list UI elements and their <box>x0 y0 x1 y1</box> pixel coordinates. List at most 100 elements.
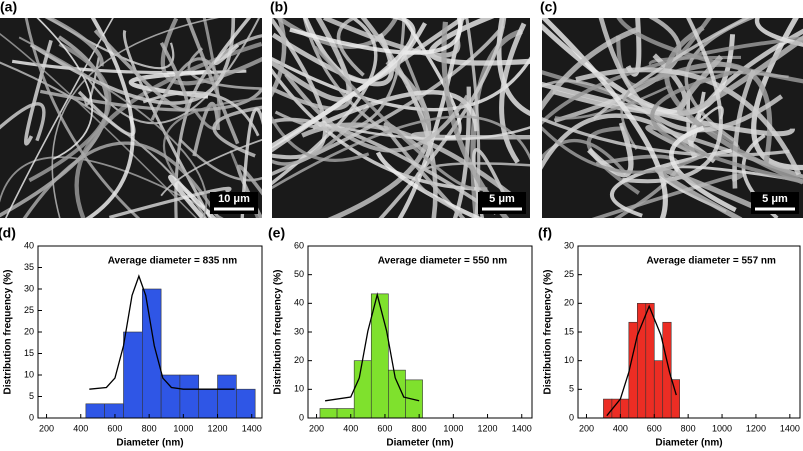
bar <box>662 321 672 419</box>
fiber <box>0 102 46 142</box>
fiber <box>441 21 510 218</box>
x-tick-label: 800 <box>142 423 157 433</box>
y-tick-label: 5 <box>569 384 574 394</box>
y-tick-label: 20 <box>24 326 34 336</box>
fiber <box>93 29 189 112</box>
fibers <box>0 18 262 218</box>
fiber <box>272 104 370 166</box>
bar <box>353 360 372 419</box>
panel-label: (b) <box>270 0 288 15</box>
fiber <box>302 18 392 136</box>
fiber <box>311 90 479 132</box>
fiber <box>162 97 262 196</box>
y-tick-label: 20 <box>294 355 304 365</box>
x-axis-title: Diameter (nm) <box>116 438 183 449</box>
fiber <box>284 73 470 153</box>
x-tick-label: 400 <box>73 423 88 433</box>
scale-bar-label: 5 μm <box>489 193 515 205</box>
x-tick-label: 200 <box>579 423 594 433</box>
y-tick-label: 0 <box>569 412 574 422</box>
x-axis-title: Diameter (nm) <box>386 438 453 449</box>
bar <box>670 379 680 419</box>
x-tick-label: 1400 <box>780 423 800 433</box>
fiber <box>684 18 756 142</box>
annotation: Average diameter = 835 nm <box>108 256 238 267</box>
y-tick-label: 10 <box>564 355 574 365</box>
scale-bar-label: 10 μm <box>218 193 250 205</box>
fiber <box>650 70 803 184</box>
panel-label: (e) <box>268 225 285 241</box>
fiber <box>24 18 141 218</box>
x-tick-label: 1400 <box>242 423 262 433</box>
y-tick-label: 15 <box>24 348 34 358</box>
fiber <box>4 18 114 218</box>
panel-label: (c) <box>540 0 557 15</box>
bar <box>628 321 638 419</box>
fiber <box>160 138 262 197</box>
bar <box>637 303 647 419</box>
fiber <box>23 39 53 146</box>
y-tick-label: 10 <box>294 384 304 394</box>
fit-curve <box>606 304 677 417</box>
y-tick-label: 25 <box>24 305 34 315</box>
fibers <box>272 18 530 218</box>
x-tick-label: 1400 <box>512 423 532 433</box>
y-tick-label: 40 <box>294 298 304 308</box>
fiber <box>36 18 93 160</box>
fiber <box>591 172 745 218</box>
x-tick-label: 600 <box>647 423 662 433</box>
x-tick-label: 600 <box>107 423 122 433</box>
fiber <box>179 138 262 182</box>
bar <box>198 388 218 419</box>
fiber <box>22 141 221 218</box>
x-tick-label: 1000 <box>712 423 732 433</box>
x-tick-label: 400 <box>343 423 358 433</box>
y-tick-label: 35 <box>24 262 34 272</box>
fiber <box>378 18 507 218</box>
fiber <box>168 174 217 218</box>
bar <box>217 374 237 419</box>
x-tick-label: 1200 <box>208 423 228 433</box>
sem-image <box>0 18 262 218</box>
fiber <box>542 125 706 174</box>
scale-bar-label: 5 μm <box>762 193 788 205</box>
y-tick-label: 40 <box>24 240 34 250</box>
fiber <box>108 186 232 218</box>
fiber <box>336 18 365 77</box>
fiber <box>732 69 756 189</box>
fiber <box>327 59 431 218</box>
annotation: Average diameter = 550 nm <box>378 256 508 267</box>
bar <box>179 374 200 419</box>
x-tick-label: 600 <box>377 423 392 433</box>
fiber <box>272 18 287 98</box>
bar <box>319 408 338 419</box>
fiber <box>542 138 628 175</box>
x-tick-label: 1000 <box>173 423 193 433</box>
fiber <box>411 130 530 140</box>
fiber <box>542 117 790 157</box>
fiber <box>323 18 461 58</box>
y-tick-label: 25 <box>564 269 574 279</box>
fiber <box>272 18 416 149</box>
fiber <box>620 70 789 150</box>
y-axis-title: Distribution frequency (%) <box>3 269 14 394</box>
x-tick-label: 800 <box>681 423 696 433</box>
fiber <box>664 25 803 185</box>
y-tick-label: 10 <box>24 369 34 379</box>
fiber <box>586 126 641 195</box>
bar <box>336 408 355 419</box>
x-tick-label: 400 <box>613 423 628 433</box>
fiber <box>44 18 104 67</box>
fiber <box>325 123 530 141</box>
y-tick-label: 20 <box>564 298 574 308</box>
fiber <box>272 18 378 186</box>
bar <box>620 398 630 419</box>
annotation: Average diameter = 557 nm <box>646 256 776 267</box>
fiber <box>272 115 370 163</box>
fiber <box>598 18 784 133</box>
x-tick-label: 200 <box>309 423 324 433</box>
y-tick-label: 30 <box>294 326 304 336</box>
y-tick-label: 0 <box>29 412 34 422</box>
fiber <box>150 57 221 121</box>
fiber <box>542 18 668 218</box>
